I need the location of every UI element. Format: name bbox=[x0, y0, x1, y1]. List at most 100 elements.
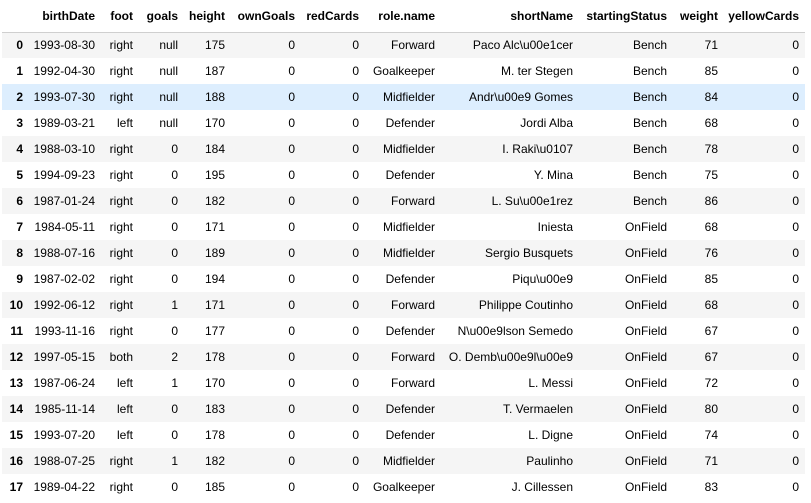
table-row[interactable]: 3 1989-03-21 left null 170 0 0 Defender Jordi Al… bbox=[2, 110, 805, 136]
table-row[interactable]: 10 1992-06-12 right 1 171 0 0 Forward Philippe C… bbox=[2, 292, 805, 318]
table-cell: 1 bbox=[171, 376, 178, 390]
table-cell: 188 bbox=[204, 90, 225, 104]
table-cell: 1992-06-12 bbox=[33, 298, 95, 312]
table-cell: M. ter Stegen bbox=[500, 64, 573, 78]
table-cell: right bbox=[109, 324, 133, 338]
table-cell: 1987-02-02 bbox=[33, 272, 95, 286]
table-row[interactable]: 11 1993-11-16 right 0 177 0 0 Defender N\u00e9ls… bbox=[2, 318, 805, 344]
table-cell: Goalkeeper bbox=[372, 64, 435, 78]
table-row[interactable]: 5 1994-09-23 right 0 195 0 0 Defender Y. Mina Ben… bbox=[2, 162, 805, 188]
table-cell: 0 bbox=[792, 376, 799, 390]
table-row[interactable]: 4 1988-03-10 right 0 184 0 0 Midfielder I. Raki\… bbox=[2, 136, 805, 162]
table-cell: right bbox=[109, 298, 133, 312]
table-cell: 1994-09-23 bbox=[33, 168, 95, 182]
table-cell: 0 bbox=[792, 480, 799, 494]
table-row[interactable]: 15 1993-07-20 left 0 178 0 0 Defender L. Digne On… bbox=[2, 422, 805, 448]
table-cell: right bbox=[109, 454, 133, 468]
table-cell: right bbox=[109, 220, 133, 234]
table-cell: 0 bbox=[792, 272, 799, 286]
table-row[interactable]: 13 1987-06-24 left 1 170 0 0 Forward L. Messi OnF… bbox=[2, 370, 805, 396]
table-row[interactable]: 6 1987-01-24 right 0 182 0 0 Forward L. Su\u00e1… bbox=[2, 188, 805, 214]
table-cell: 0 bbox=[792, 324, 799, 338]
table-cell: 182 bbox=[204, 454, 225, 468]
table-cell: OnField bbox=[624, 376, 667, 390]
table-cell: 0 bbox=[288, 324, 295, 338]
table-cell: 1988-07-25 bbox=[33, 454, 95, 468]
table-row[interactable]: 12 1997-05-15 both 2 178 0 0 Forward O. Demb\u00… bbox=[2, 344, 805, 370]
table-cell: 178 bbox=[204, 428, 225, 442]
table-cell: right bbox=[109, 272, 133, 286]
table-cell: 86 bbox=[704, 194, 718, 208]
table-cell: 1993-07-30 bbox=[33, 90, 95, 104]
table-cell: 1 bbox=[171, 298, 178, 312]
table-row[interactable]: 0 1993-08-30 right null 175 0 0 Forward Paco Alc… bbox=[2, 32, 805, 58]
table-cell: 0 bbox=[171, 194, 178, 208]
table-cell: 0 bbox=[288, 142, 295, 156]
table-cell: 0 bbox=[352, 38, 359, 53]
table-row[interactable]: 1 1992-04-30 right null 187 0 0 Goalkeeper M. te… bbox=[2, 58, 805, 84]
table-cell: 1988-07-16 bbox=[33, 246, 95, 260]
table-cell: 0 bbox=[171, 428, 178, 442]
table-cell: OnField bbox=[624, 454, 667, 468]
table-cell: Forward bbox=[390, 38, 435, 53]
table-cell: 0 bbox=[352, 480, 359, 494]
table-cell: J. Cillessen bbox=[511, 480, 573, 494]
table-cell: Philippe Coutinho bbox=[478, 298, 573, 312]
table-cell: right bbox=[109, 64, 133, 78]
table-row[interactable]: 2 1993-07-30 right null 188 0 0 Midfielder Andr\… bbox=[2, 84, 805, 110]
row-index: 7 bbox=[16, 220, 23, 234]
table-cell: 0 bbox=[792, 90, 799, 104]
table-cell: 0 bbox=[288, 454, 295, 468]
table-cell: Bench bbox=[632, 116, 667, 130]
table-cell: 80 bbox=[704, 402, 718, 416]
table-row[interactable]: 16 1988-07-25 right 1 182 0 0 Midfielder Paulinh… bbox=[2, 448, 805, 474]
table-row[interactable]: 9 1987-02-02 right 0 194 0 0 Defender Piqu\u00e9… bbox=[2, 266, 805, 292]
table-row[interactable]: 17 1989-04-22 right 0 185 0 0 Goalkeeper J. Cill… bbox=[2, 474, 805, 500]
table-cell: 76 bbox=[704, 246, 718, 260]
row-index: 8 bbox=[16, 246, 23, 260]
table-cell: Forward bbox=[390, 350, 435, 364]
table-cell: 1987-01-24 bbox=[33, 194, 95, 208]
table-cell: 1989-04-22 bbox=[33, 480, 95, 494]
table-cell: left bbox=[116, 376, 133, 390]
table-cell: 68 bbox=[704, 298, 718, 312]
table-cell: Paulinho bbox=[526, 454, 573, 468]
table-cell: 0 bbox=[288, 116, 295, 130]
table-cell: 0 bbox=[352, 298, 359, 312]
table-cell: 0 bbox=[352, 428, 359, 442]
table-cell: 83 bbox=[704, 480, 718, 494]
table-cell: 175 bbox=[204, 38, 225, 53]
table-cell: 170 bbox=[204, 116, 225, 130]
table-cell: 68 bbox=[704, 220, 718, 234]
table-cell: right bbox=[109, 168, 133, 182]
table-cell: 0 bbox=[288, 246, 295, 260]
table-row[interactable]: 8 1988-07-16 right 0 189 0 0 Midfielder Sergio B… bbox=[2, 240, 805, 266]
table-cell: 195 bbox=[204, 168, 225, 182]
table-cell: 1987-06-24 bbox=[33, 376, 95, 390]
table-cell: Bench bbox=[632, 142, 667, 156]
table-cell: 189 bbox=[204, 246, 225, 260]
table-row[interactable]: 14 1985-11-14 left 0 183 0 0 Defender T. Vermael… bbox=[2, 396, 805, 422]
table-cell: L. Digne bbox=[528, 428, 573, 442]
row-index: 9 bbox=[16, 272, 23, 286]
table-cell: right bbox=[109, 480, 133, 494]
table-cell: OnField bbox=[624, 480, 667, 494]
table-cell: 1993-08-30 bbox=[33, 38, 95, 53]
table-cell: OnField bbox=[624, 428, 667, 442]
table-cell: 0 bbox=[171, 402, 178, 416]
table-cell: Midfielder bbox=[382, 142, 435, 156]
table-cell: Defender bbox=[385, 168, 435, 182]
table-cell: right bbox=[109, 38, 133, 53]
table-cell: Forward bbox=[390, 376, 435, 390]
table-cell: 75 bbox=[704, 168, 718, 182]
table-cell: 0 bbox=[288, 376, 295, 390]
table-cell: 0 bbox=[288, 194, 295, 208]
table-row[interactable]: 7 1984-05-11 right 0 171 0 0 Midfielder Iniesta O… bbox=[2, 214, 805, 240]
table-cell: Midfielder bbox=[382, 246, 435, 260]
row-index: 3 bbox=[16, 116, 23, 130]
table-cell: 0 bbox=[171, 272, 178, 286]
table-cell: 0 bbox=[792, 428, 799, 442]
row-index: 16 bbox=[9, 454, 23, 468]
table-cell: 68 bbox=[704, 116, 718, 130]
table-cell: 1985-11-14 bbox=[34, 402, 96, 416]
